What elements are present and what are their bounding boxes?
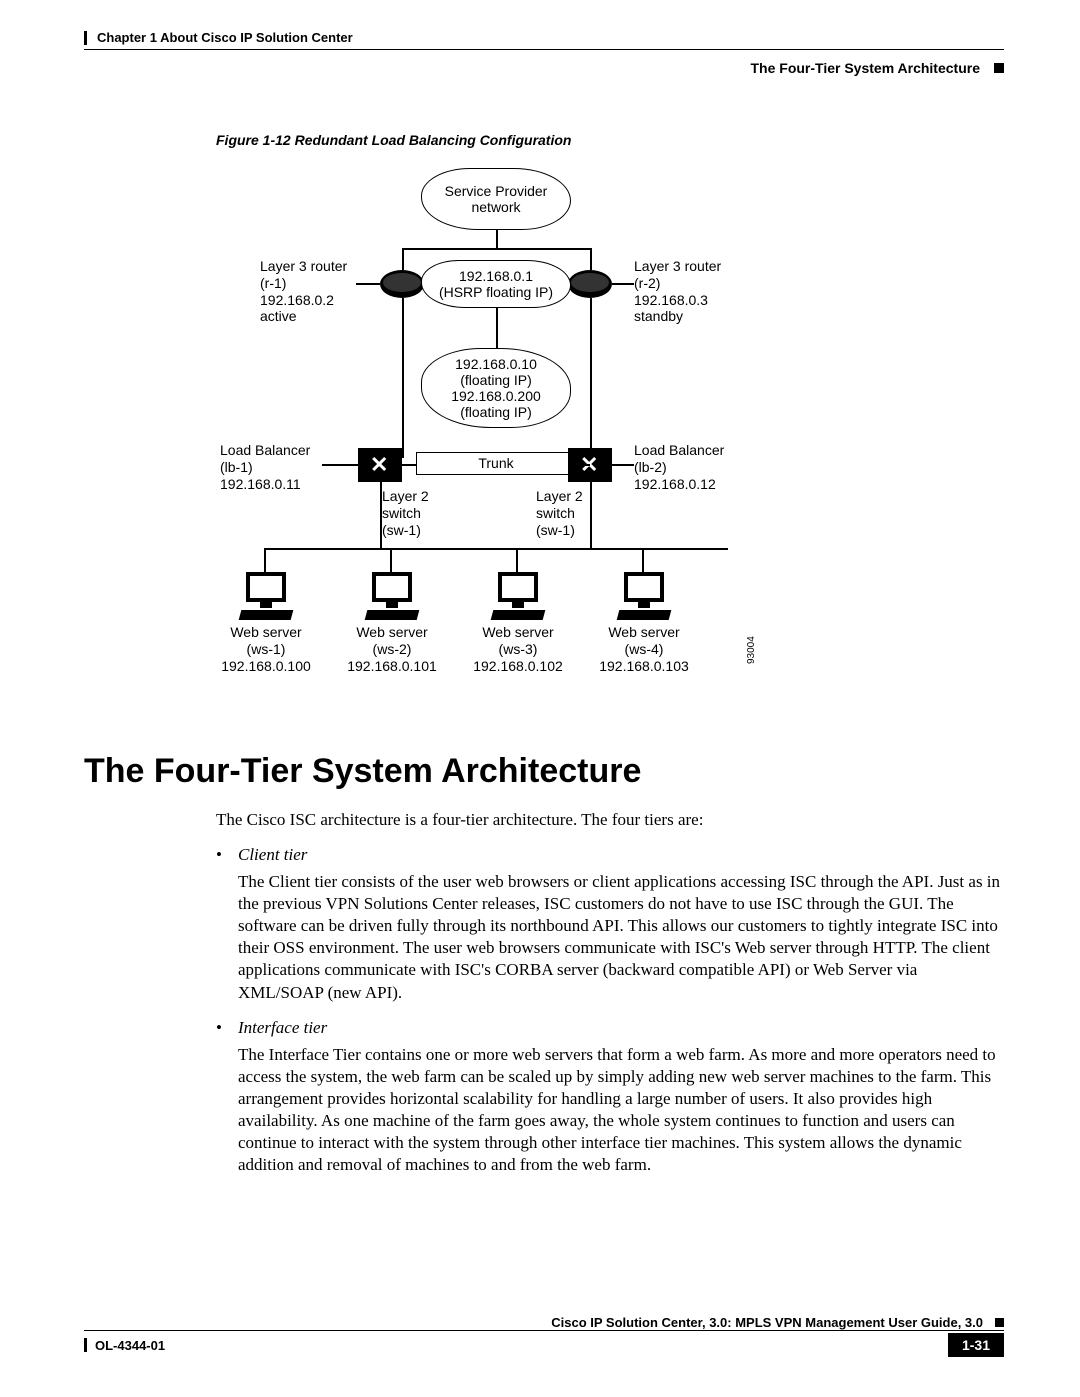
tier-client-desc: The Client tier consists of the user web… (238, 871, 1004, 1004)
connector-line (402, 464, 416, 466)
header-chapter: Chapter 1 About Cisco IP Solution Center (97, 30, 353, 45)
connector-line (612, 283, 634, 285)
ws1-label: Web server (ws-1) 192.168.0.100 (216, 624, 316, 674)
figure-refnum: 93004 (746, 636, 757, 664)
pc-ws2-icon (366, 572, 418, 620)
router-r1-icon (380, 270, 424, 298)
sw1-label: Layer 2 switch (sw-1) (382, 488, 429, 538)
intro-paragraph: The Cisco ISC architecture is a four-tie… (216, 809, 1004, 831)
connector-line (590, 248, 592, 270)
connector-line (402, 298, 404, 458)
cloud-floating-ip: 192.168.0.10 (floating IP) 192.168.0.200… (421, 348, 571, 428)
trunk-label: Trunk (416, 452, 576, 475)
footer-bar-icon (84, 1338, 87, 1352)
r1-label: Layer 3 router (r-1) 192.168.0.2 active (260, 258, 347, 325)
connector-line (642, 548, 644, 572)
footer-page-number: 1-31 (948, 1333, 1004, 1357)
connector-line (612, 464, 634, 466)
header-square-icon (994, 63, 1004, 73)
connector-line (402, 248, 404, 270)
figure-caption: Figure 1-12 Redundant Load Balancing Con… (216, 132, 1004, 148)
section-heading: The Four-Tier System Architecture (84, 752, 1004, 791)
connector-line (516, 548, 518, 572)
tier-interface-desc: The Interface Tier contains one or more … (238, 1044, 1004, 1177)
footer-docid-row: OL-4344-01 (84, 1338, 165, 1353)
footer-square-icon (995, 1318, 1004, 1327)
footer-docid: OL-4344-01 (95, 1338, 165, 1353)
connector-line (576, 464, 590, 466)
lb2-label: Load Balancer (lb-2) 192.168.0.12 (634, 442, 724, 492)
header-section-row: The Four-Tier System Architecture (84, 60, 1004, 76)
connector-line (402, 248, 592, 250)
connector-line (496, 308, 498, 350)
connector-line (322, 464, 358, 466)
pc-ws1-icon (240, 572, 292, 620)
ws3-label: Web server (ws-3) 192.168.0.102 (468, 624, 568, 674)
header-rule (84, 49, 1004, 50)
footer-rule (84, 1330, 1004, 1331)
tier-list: Client tier The Client tier consists of … (216, 845, 1004, 1176)
page-footer: Cisco IP Solution Center, 3.0: MPLS VPN … (84, 1313, 1004, 1357)
connector-line (590, 298, 592, 458)
ws4-label: Web server (ws-4) 192.168.0.103 (594, 624, 694, 674)
connector-line (380, 482, 382, 548)
switch-lb1-icon (358, 448, 402, 482)
cloud-service-provider: Service Provider network (421, 168, 571, 230)
connector-line (390, 548, 392, 572)
connector-line (590, 482, 592, 548)
header-bar-icon (84, 31, 87, 45)
tier-client-name: Client tier (238, 845, 307, 864)
sw2-label: Layer 2 switch (sw-1) (536, 488, 583, 538)
cloud-sp-line1: Service Provider (422, 183, 570, 199)
pc-ws3-icon (492, 572, 544, 620)
cloud-sp-line2: network (422, 199, 570, 215)
tier-client: Client tier The Client tier consists of … (216, 845, 1004, 1004)
lb1-label: Load Balancer (lb-1) 192.168.0.11 (220, 442, 310, 492)
tier-interface: Interface tier The Interface Tier contai… (216, 1018, 1004, 1177)
ws2-label: Web server (ws-2) 192.168.0.101 (342, 624, 442, 674)
header-chapter-row: Chapter 1 About Cisco IP Solution Center (84, 30, 1004, 45)
connector-line (356, 283, 380, 285)
connector-line (496, 230, 498, 248)
pc-ws4-icon (618, 572, 670, 620)
footer-title: Cisco IP Solution Center, 3.0: MPLS VPN … (551, 1315, 983, 1330)
tier-interface-name: Interface tier (238, 1018, 327, 1037)
connector-line (264, 548, 728, 550)
network-diagram: Service Provider network Layer 3 router … (216, 158, 776, 698)
cloud-hsrp: 192.168.0.1 (HSRP floating IP) (421, 260, 571, 308)
router-r2-icon (568, 270, 612, 298)
header-section: The Four-Tier System Architecture (750, 60, 980, 76)
connector-line (264, 548, 266, 572)
r2-label: Layer 3 router (r-2) 192.168.0.3 standby (634, 258, 721, 325)
